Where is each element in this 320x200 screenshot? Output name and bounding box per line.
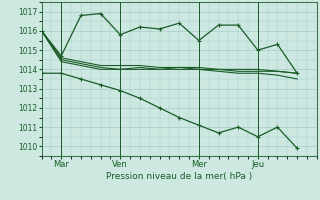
X-axis label: Pression niveau de la mer( hPa ): Pression niveau de la mer( hPa )	[106, 172, 252, 181]
